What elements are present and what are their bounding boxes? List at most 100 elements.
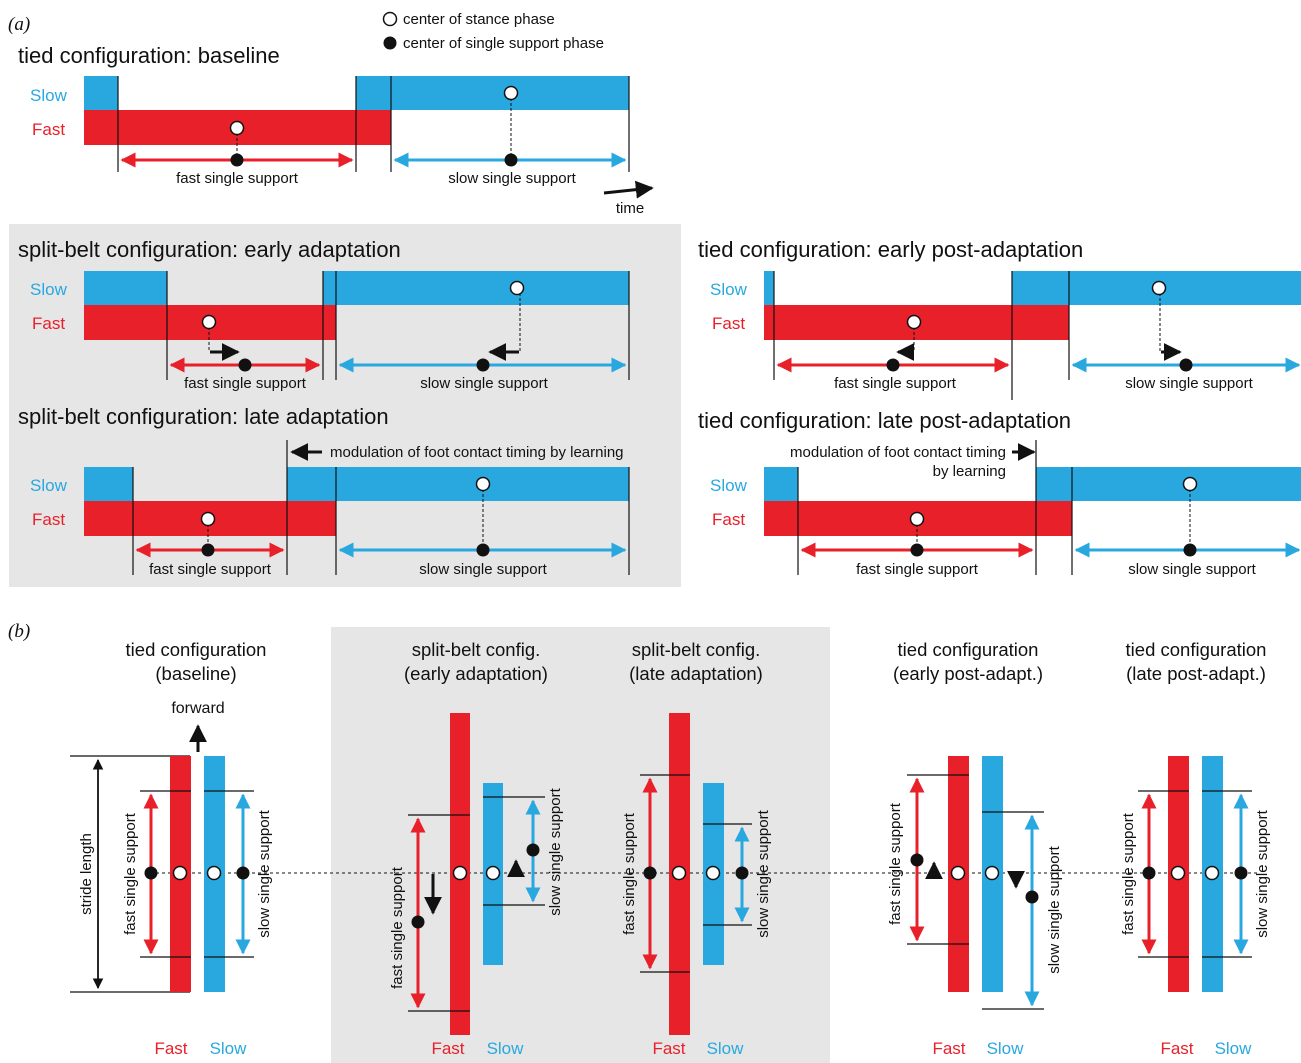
slow-belt-bar: [1036, 467, 1301, 501]
single-support-center-marker: [238, 358, 252, 372]
slow-belt-bar: [323, 271, 629, 305]
slow-belt-bar: [764, 271, 774, 305]
single-support-center-marker: [504, 153, 518, 167]
stance-center-marker: [206, 865, 222, 881]
single-support-center-marker: [886, 358, 900, 372]
slow-label: Slow: [707, 1039, 745, 1058]
slow-single-support-label: slow single support: [448, 170, 576, 187]
single-support-center-marker: [230, 153, 244, 167]
stance-center-marker: [909, 511, 925, 527]
time-arrow: [603, 180, 654, 199]
time-label: time: [616, 200, 644, 217]
fast-single-support-label: fast single support: [834, 375, 957, 392]
single-support-center-marker: [526, 843, 540, 857]
slow-single-support-label: slow single support: [1046, 845, 1063, 973]
stance-center-marker: [503, 85, 519, 101]
slow-label: Slow: [30, 476, 68, 495]
group-early-adaptation: split-belt config. (early adaptation) fa…: [389, 639, 564, 1058]
single-support-center-marker: [1179, 358, 1193, 372]
legend: center of stance phase center of single …: [382, 11, 604, 52]
stance-center-marker: [475, 476, 491, 492]
single-support-center-marker: [735, 866, 749, 880]
fast-label: Fast: [712, 510, 745, 529]
row-late-post-adaptation: tied configuration: late post-adaptation…: [698, 408, 1301, 578]
fast-single-support-label: fast single support: [1120, 812, 1137, 935]
group-title-line2: (early post-adapt.): [893, 663, 1043, 684]
single-support-center-marker: [1142, 866, 1156, 880]
group-early-post-adaptation: tied configuration (early post-adapt.) f…: [887, 639, 1063, 1058]
slow-single-support-label: slow single support: [755, 809, 772, 937]
slow-single-support-label: slow single support: [547, 787, 564, 915]
fast-label: Fast: [32, 510, 65, 529]
panel-label-a: (a): [8, 14, 30, 35]
slow-single-support-label: slow single support: [419, 561, 547, 578]
fast-label: Fast: [652, 1039, 685, 1058]
single-support-center-marker: [144, 866, 158, 880]
group-title-line2: (baseline): [155, 663, 236, 684]
slow-single-support-label: slow single support: [1128, 561, 1256, 578]
stance-center-marker: [950, 865, 966, 881]
group-title-line1: tied configuration: [126, 639, 267, 660]
row-baseline: tied configuration: baseline Slow Fast f…: [18, 43, 654, 217]
slow-belt-bar: [84, 271, 167, 305]
slow-label: Slow: [710, 280, 748, 299]
row-early-adaptation: split-belt configuration: early adaptati…: [18, 237, 630, 392]
single-support-center-marker: [236, 866, 250, 880]
group-title-line1: split-belt config.: [632, 639, 761, 660]
slow-single-support-label: slow single support: [256, 809, 273, 937]
stance-center-marker: [906, 314, 922, 330]
group-baseline: tied configuration (baseline) forward st…: [70, 639, 273, 1058]
stance-center-legend-icon: [382, 11, 398, 27]
group-title-line2: (late post-adapt.): [1126, 663, 1266, 684]
single-support-center-marker: [1183, 543, 1197, 557]
fast-single-support-label: fast single support: [184, 375, 307, 392]
modulation-note-line2: by learning: [933, 463, 1006, 480]
single-support-center-marker: [910, 543, 924, 557]
single-support-center-legend-icon: [383, 36, 397, 50]
slow-label: Slow: [710, 476, 748, 495]
slow-label: Slow: [30, 280, 68, 299]
modulation-note-line1: modulation of foot contact timing: [790, 444, 1006, 461]
stance-center-marker: [201, 314, 217, 330]
single-support-center-marker: [1025, 890, 1039, 904]
group-title-line1: tied configuration: [1126, 639, 1267, 660]
single-support-center-marker: [201, 543, 215, 557]
single-support-center-marker: [910, 853, 924, 867]
forward-label: forward: [171, 700, 224, 717]
fast-label: Fast: [932, 1039, 965, 1058]
group-title-line2: (early adaptation): [404, 663, 548, 684]
slow-label: Slow: [30, 86, 68, 105]
fast-single-support-label: fast single support: [621, 812, 638, 935]
slow-label: Slow: [1215, 1039, 1253, 1058]
fast-label: Fast: [712, 314, 745, 333]
slow-belt-bar: [84, 467, 133, 501]
panel-label-b: (b): [8, 621, 30, 642]
row-title: tied configuration: late post-adaptation: [698, 408, 1071, 433]
stance-center-marker: [705, 865, 721, 881]
fast-single-support-label: fast single support: [856, 561, 979, 578]
slow-single-support-label: slow single support: [1125, 375, 1253, 392]
slow-label: Slow: [987, 1039, 1025, 1058]
stance-center-marker: [452, 865, 468, 881]
stance-center-marker: [200, 511, 216, 527]
stride-length-label: stride length: [78, 833, 95, 915]
slow-label: Slow: [210, 1039, 248, 1058]
fast-single-support-label: fast single support: [389, 866, 406, 989]
slow-label: Slow: [487, 1039, 525, 1058]
stance-center-marker: [485, 865, 501, 881]
stance-center-marker: [671, 865, 687, 881]
row-title: split-belt configuration: late adaptatio…: [18, 404, 389, 429]
stance-center-marker: [1182, 476, 1198, 492]
stance-center-marker: [229, 120, 245, 136]
fast-single-support-label: fast single support: [887, 802, 904, 925]
fast-label: Fast: [431, 1039, 464, 1058]
fast-single-support-label: fast single support: [122, 812, 139, 935]
fast-label: Fast: [32, 120, 65, 139]
legend-stance: center of stance phase: [403, 11, 555, 28]
slow-belt-bar: [287, 467, 629, 501]
slow-single-support-label: slow single support: [420, 375, 548, 392]
single-support-center-marker: [1234, 866, 1248, 880]
row-late-adaptation: split-belt configuration: late adaptatio…: [18, 404, 630, 578]
